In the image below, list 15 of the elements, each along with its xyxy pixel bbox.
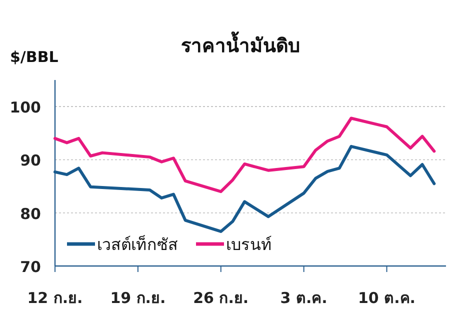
y-tick-label: 100 bbox=[10, 98, 41, 117]
legend-label: เบรนท์ bbox=[226, 235, 272, 254]
x-tick-label: 3 ต.ค. bbox=[280, 289, 328, 307]
x-tick-label: 19 ก.ย. bbox=[110, 289, 166, 307]
y-tick-label: 80 bbox=[20, 204, 41, 223]
chart-title: ราคาน้ำมันดิบ bbox=[181, 31, 300, 57]
y-tick-label: 70 bbox=[20, 258, 41, 276]
legend-label: เวสต์เท็กซัส bbox=[97, 234, 178, 254]
line-series bbox=[54, 116, 436, 194]
y-tick-label: 90 bbox=[20, 152, 41, 170]
line-series bbox=[54, 144, 436, 233]
x-tick-label: 12 ก.ย. bbox=[27, 289, 83, 307]
x-tick-label: 26 ก.ย. bbox=[193, 289, 249, 307]
y-axis-title: $/BBL bbox=[10, 48, 59, 66]
x-tick-label: 10 ต.ค. bbox=[358, 289, 416, 307]
